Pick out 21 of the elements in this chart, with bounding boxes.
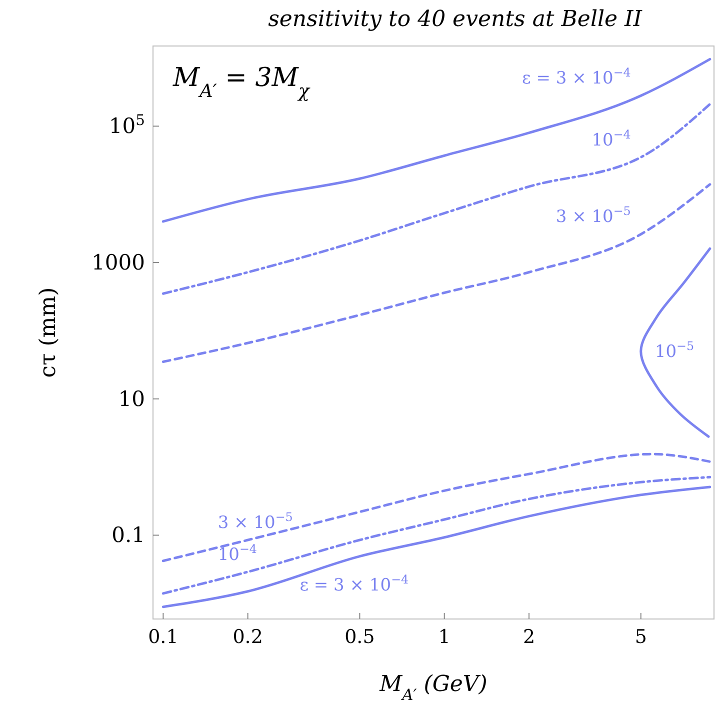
- series-label: ε = 3 × 10$^{−4}$: [522, 66, 631, 89]
- chart-title: sensitivity to 40 events at Belle II: [268, 7, 644, 32]
- series-label: 3 × 10$^{−5}$: [218, 510, 293, 534]
- series-label: 10$^{−4}$: [218, 542, 257, 565]
- annotation: M$_{A′}$ = 3M$_{χ}$: [172, 63, 310, 102]
- series-label: ε = 3 × 10$^{−4}$: [300, 572, 409, 596]
- x-axis-title: M$_{A′}$ (GeV): [378, 672, 488, 704]
- x-tick-label: 1: [438, 626, 450, 648]
- x-tick-label: 0.2: [232, 626, 263, 648]
- x-tick-label: 2: [522, 626, 536, 648]
- series-label: 10$^{−4}$: [592, 127, 631, 150]
- y-axis-title: cτ (mm): [36, 287, 61, 378]
- x-tick-label: 0.5: [344, 626, 375, 648]
- series-label: 10$^{−5}$: [654, 339, 694, 362]
- x-tick-label: 0.1: [148, 626, 178, 648]
- x-tick-label: 5: [634, 626, 647, 648]
- y-tick-label: 0.1: [112, 523, 145, 548]
- y-tick-label: 10: [118, 386, 145, 411]
- series-label: 3 × 10$^{−5}$: [556, 204, 631, 228]
- y-tick-label: 1000: [92, 250, 145, 275]
- y-tick-label: 10$^{5}$: [108, 112, 145, 138]
